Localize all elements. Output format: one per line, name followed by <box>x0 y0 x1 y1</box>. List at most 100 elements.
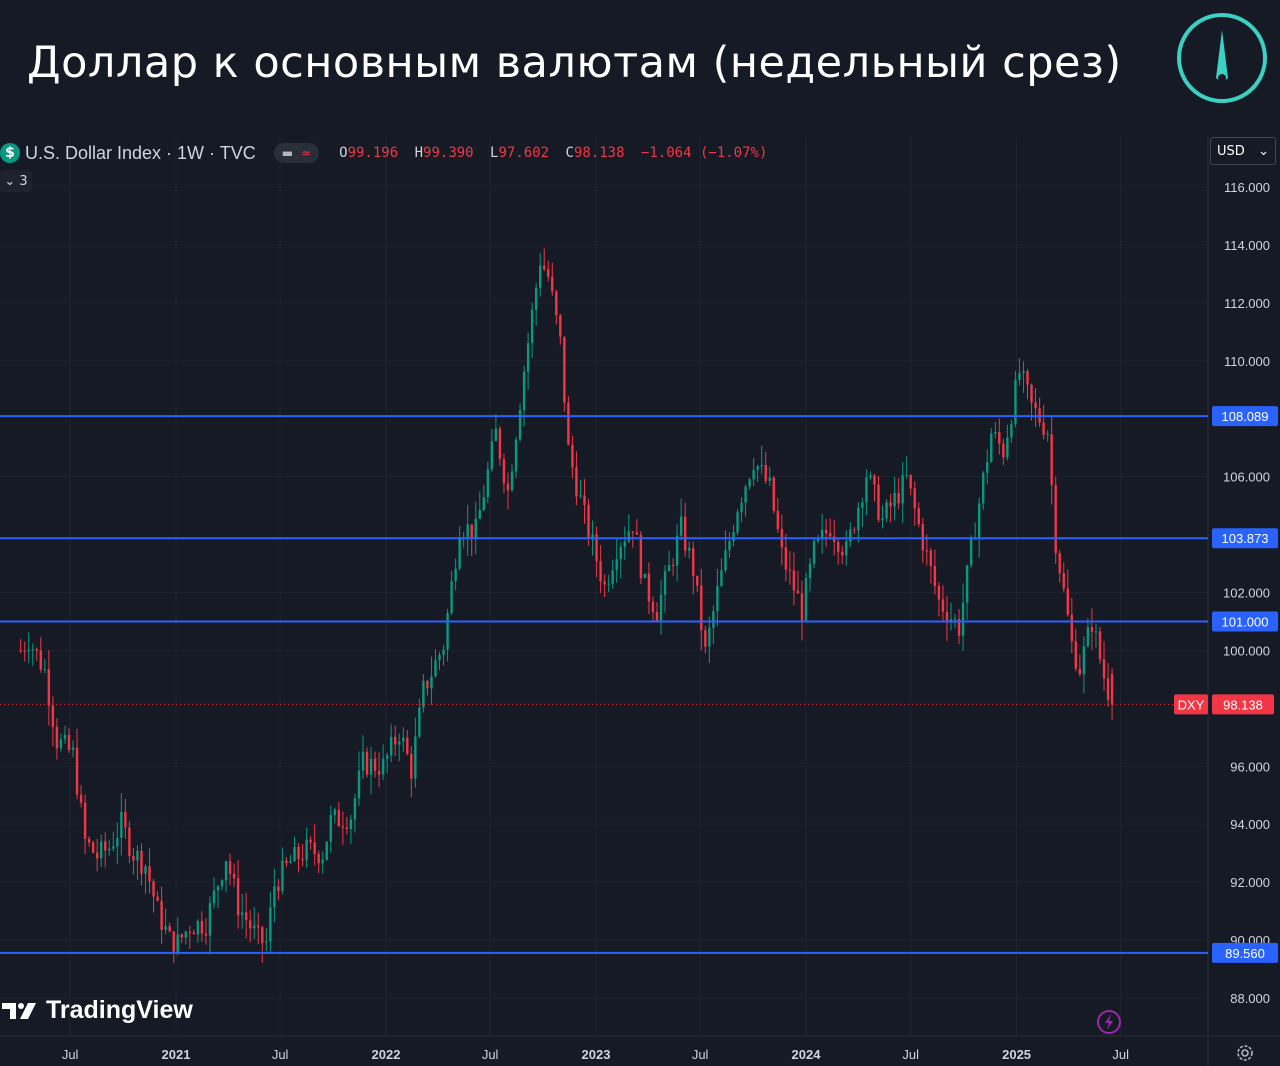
indicators-toggle[interactable]: ⌄ 3 <box>0 170 32 192</box>
candle-body <box>861 502 864 508</box>
candle <box>679 498 683 541</box>
candle-body <box>575 467 578 497</box>
candle <box>180 933 183 943</box>
candle <box>59 733 63 752</box>
y-tick-label: 94.000 <box>1230 817 1270 832</box>
eye-toggle-icon[interactable]: ▬ <box>281 146 294 160</box>
candle <box>917 502 920 528</box>
currency-select[interactable]: USD ⌄ <box>1210 137 1276 165</box>
candle-body <box>555 291 558 316</box>
candle-body <box>212 890 216 904</box>
candle-body <box>373 758 377 771</box>
candle-body <box>990 433 993 462</box>
candle <box>120 793 123 856</box>
candle <box>611 559 614 589</box>
candle-body <box>748 479 751 487</box>
candle <box>796 570 800 594</box>
candle-body <box>611 570 614 584</box>
candle-body <box>321 859 324 864</box>
candle <box>253 907 256 940</box>
candle-body <box>877 484 880 520</box>
candle-body <box>486 469 490 498</box>
candle-body <box>39 650 42 670</box>
candle <box>168 922 171 933</box>
x-tick-label: 2025 <box>1002 1047 1031 1062</box>
candle <box>804 572 808 622</box>
flash-icon[interactable] <box>1096 1009 1122 1035</box>
candle-body <box>961 602 965 636</box>
candle-body <box>929 550 933 567</box>
candle <box>1034 387 1037 427</box>
candle-body <box>333 809 336 816</box>
candle <box>381 744 385 781</box>
candle-body <box>285 860 288 864</box>
candle-body <box>538 265 542 288</box>
candle-body <box>200 920 204 934</box>
y-tick-label: 114.000 <box>1224 238 1270 253</box>
candle <box>373 751 377 778</box>
candle <box>79 785 83 808</box>
candle-body <box>1026 371 1029 385</box>
candle-body <box>136 850 139 861</box>
candle-body <box>1102 659 1106 679</box>
ohlc-values: O99.196 H99.390 L97.602 C98.138 −1.064 (… <box>339 145 775 161</box>
candle <box>1042 404 1045 440</box>
candle-body <box>273 886 276 908</box>
candle-body <box>776 510 780 530</box>
candle <box>434 649 437 678</box>
settings-icon[interactable] <box>1235 1043 1255 1063</box>
candle <box>877 476 880 523</box>
candle <box>361 735 365 780</box>
candle <box>369 746 373 795</box>
candle <box>655 602 659 622</box>
candle-body <box>1066 588 1069 615</box>
price-chart[interactable]: 116.000 114.000 112.000 110.000 106.000 102.0… <box>0 137 1280 1066</box>
candle-body <box>446 613 449 650</box>
candle-body <box>1018 373 1021 380</box>
tradingview-logo-icon <box>2 1002 36 1019</box>
candle <box>377 752 381 788</box>
candle-body <box>269 907 272 942</box>
candle <box>720 558 723 587</box>
candle <box>87 836 91 847</box>
candle <box>595 526 598 578</box>
candle <box>643 573 647 579</box>
candle-body <box>820 529 824 538</box>
candle <box>869 471 872 481</box>
candle <box>289 854 292 864</box>
candle <box>639 530 643 584</box>
candle <box>780 514 784 566</box>
candle-body <box>47 669 51 706</box>
candle <box>937 582 941 617</box>
chart-area[interactable]: 116.000 114.000 112.000 110.000 106.000 102.0… <box>0 137 1280 1066</box>
candle <box>1082 636 1086 694</box>
level-label: 108.089 <box>1222 409 1269 424</box>
candle <box>538 253 542 297</box>
candle <box>615 539 618 583</box>
candle <box>1106 663 1110 707</box>
candle-body <box>510 471 514 491</box>
candle-body <box>977 503 981 539</box>
candle <box>228 853 232 886</box>
candle <box>200 911 204 943</box>
candle <box>333 807 336 824</box>
candle <box>317 850 320 874</box>
candle <box>104 832 107 868</box>
wave-toggle-icon[interactable]: ≈ <box>301 146 312 160</box>
candle <box>1094 623 1098 648</box>
candle-body <box>325 841 328 860</box>
candle-body <box>317 853 320 864</box>
candle-body <box>104 841 107 851</box>
candle-body <box>1086 627 1090 647</box>
candle-body <box>913 488 916 509</box>
candle-body <box>1030 384 1033 403</box>
symbol-title[interactable]: U.S. Dollar Index · 1W · TVC <box>25 142 256 163</box>
candle <box>905 456 908 479</box>
legend-toggles[interactable]: ▬ ≈ <box>273 143 320 163</box>
candle-body <box>784 547 788 570</box>
candle-body <box>663 571 667 595</box>
compass-needle-icon <box>1177 13 1267 103</box>
candle <box>204 918 208 945</box>
candle <box>490 429 494 473</box>
candle <box>1026 368 1029 400</box>
